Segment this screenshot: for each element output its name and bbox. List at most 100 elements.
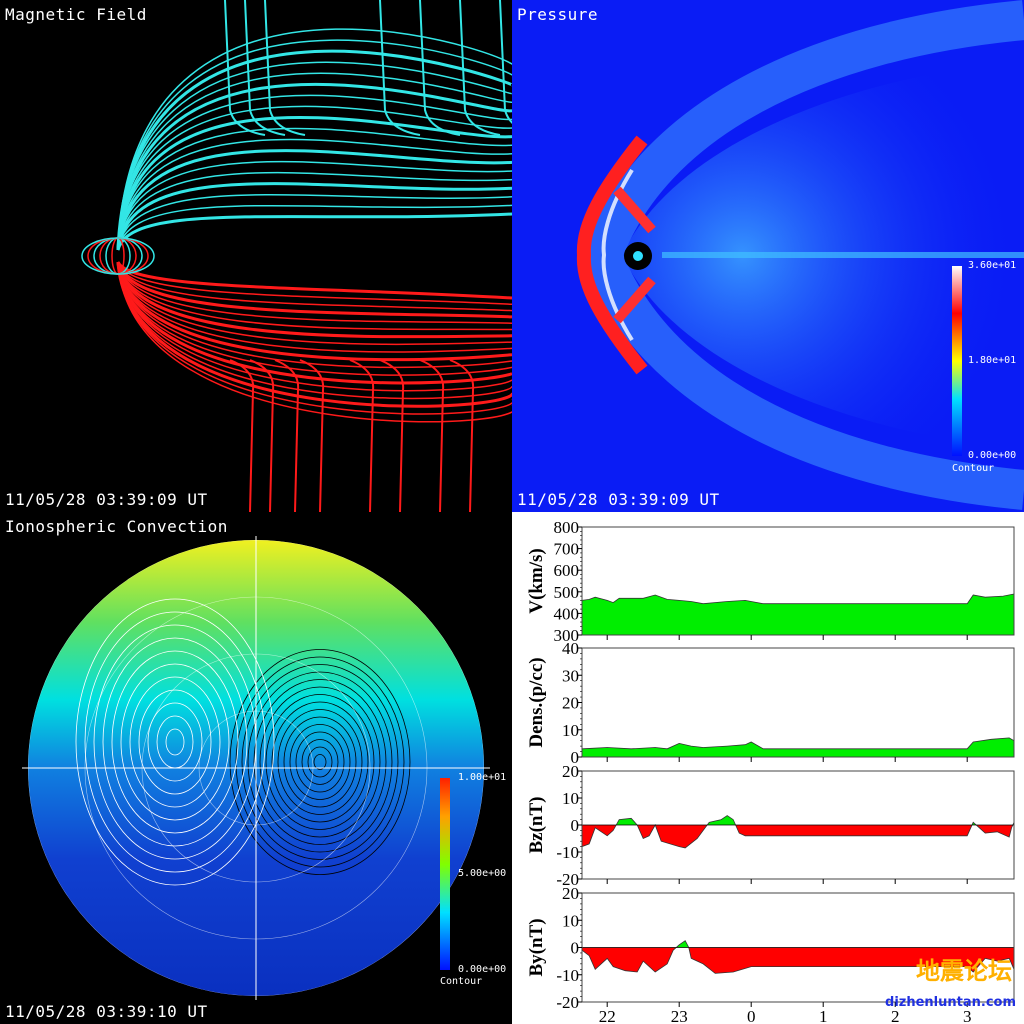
potential-contour xyxy=(229,649,411,875)
y-tick-label: -20 xyxy=(556,870,579,889)
solar-wind-plots: 300 400 500 600 700 800 V(km/s) 0 10 20 30 40 Dens.(… xyxy=(512,512,1024,1024)
field-line-north xyxy=(117,28,512,251)
field-line-north xyxy=(117,61,512,251)
y-tick-label: 0 xyxy=(571,816,580,835)
field-line-south xyxy=(229,359,255,512)
field-line-south xyxy=(274,359,300,512)
area-positive xyxy=(582,737,1014,757)
y-tick-label: 700 xyxy=(554,540,580,559)
x-tick-label: 2 xyxy=(891,1007,900,1024)
magnetic-field-panel: Magnetic Field 11/05/28 03:39:09 UT xyxy=(0,0,512,512)
timestamp: 11/05/28 03:39:09 UT xyxy=(5,490,208,509)
field-line-north xyxy=(264,0,306,136)
potential-contour xyxy=(247,671,393,853)
field-line-north xyxy=(117,138,512,251)
field-line-south xyxy=(117,261,512,376)
field-line-north xyxy=(459,0,501,136)
field-line-north xyxy=(379,0,421,136)
y-tick-label: 400 xyxy=(554,604,580,623)
potential-contour xyxy=(301,739,339,785)
potential-contour xyxy=(111,650,239,834)
field-line-north xyxy=(116,182,512,251)
field-line-south xyxy=(449,359,475,512)
potential-contour xyxy=(271,701,369,823)
y-axis-label: Dens.(p/cc) xyxy=(526,657,547,747)
chart-1: 0 10 20 30 40 Dens.(p/cc) xyxy=(526,639,1015,767)
y-tick-label: 10 xyxy=(562,721,579,740)
x-tick-label: 22 xyxy=(599,1007,616,1024)
area-negative xyxy=(582,947,1014,974)
field-line-north xyxy=(224,0,266,136)
colorbar-max: 3.60e+01 xyxy=(968,260,1017,271)
y-tick-label: 20 xyxy=(562,884,579,903)
field-line-south xyxy=(349,359,375,512)
potential-contour xyxy=(241,664,399,860)
y-tick-label: -10 xyxy=(556,966,579,985)
colorbar-label: Contour xyxy=(952,463,995,474)
x-tick-label: 1 xyxy=(819,1007,828,1024)
colorbar-min: 0.00e+00 xyxy=(968,450,1017,461)
field-line-south xyxy=(117,261,512,331)
panel-title: Magnetic Field xyxy=(5,5,147,24)
plot-frame xyxy=(581,647,1015,758)
field-line-south xyxy=(117,261,512,306)
field-line-south xyxy=(117,261,512,369)
potential-contour xyxy=(84,611,266,873)
timestamp: 11/05/28 03:39:10 UT xyxy=(5,1002,208,1021)
chart-0: 300 400 500 600 700 800 V(km/s) xyxy=(526,518,1015,645)
field-line-south xyxy=(379,359,405,512)
field-line-north xyxy=(117,171,512,251)
potential-contour xyxy=(283,716,357,808)
field-line-north xyxy=(117,160,512,251)
y-tick-label: 20 xyxy=(562,762,579,781)
x-tick-label: 23 xyxy=(671,1007,688,1024)
potential-contour xyxy=(165,728,185,756)
colorbar-max: 1.00e+01 xyxy=(458,772,507,783)
y-axis-label: V(km/s) xyxy=(526,548,547,613)
field-line-south xyxy=(116,261,512,319)
field-line-south xyxy=(116,261,512,408)
chart-3: -20 -10 0 10 20 By(nT) xyxy=(526,884,1015,1012)
potential-contour xyxy=(120,663,230,821)
y-axis-label: By(nT) xyxy=(526,918,547,976)
potential-contour xyxy=(147,702,203,782)
field-line-north xyxy=(499,0,512,124)
panel-title: Ionospheric Convection xyxy=(5,517,228,536)
y-tick-label: 800 xyxy=(554,518,580,537)
field-line-north xyxy=(117,39,512,251)
field-line-south xyxy=(299,359,325,512)
field-line-north xyxy=(419,0,461,136)
y-tick-label: 0 xyxy=(571,939,580,958)
field-line-south xyxy=(117,261,512,400)
pressure-colorbar xyxy=(952,266,962,456)
potential-contour xyxy=(138,689,212,795)
field-line-south xyxy=(117,261,512,312)
ionosphere-map xyxy=(22,536,490,1000)
potential-contour xyxy=(307,746,333,778)
pressure-panel: 3.60e+01 1.80e+01 0.00e+00 Contour Press… xyxy=(512,0,1024,512)
field-line-south xyxy=(117,261,512,415)
series-line xyxy=(581,737,1015,750)
y-tick-label: 0 xyxy=(571,748,580,767)
potential-contour xyxy=(295,731,345,793)
field-line-south xyxy=(116,261,512,385)
y-tick-label: 10 xyxy=(562,789,579,808)
field-line-north xyxy=(117,204,512,251)
field-line-south xyxy=(116,261,512,362)
field-line-south xyxy=(419,359,445,512)
field-line-south xyxy=(116,261,512,339)
potential-contour xyxy=(289,724,351,800)
plot-frame xyxy=(581,526,1015,636)
y-tick-label: 20 xyxy=(562,694,579,713)
area-negative xyxy=(582,825,1014,848)
field-line-south xyxy=(117,261,512,324)
potential-contour xyxy=(235,656,405,868)
field-line-north xyxy=(116,115,512,251)
x-tick-label: 3 xyxy=(963,1007,972,1024)
field-line-north xyxy=(116,149,512,251)
field-line-north xyxy=(117,193,512,251)
potential-contour xyxy=(277,709,363,815)
ionosphere-colorbar xyxy=(440,778,450,970)
potential-contour xyxy=(313,754,327,770)
field-line-north xyxy=(244,0,286,136)
